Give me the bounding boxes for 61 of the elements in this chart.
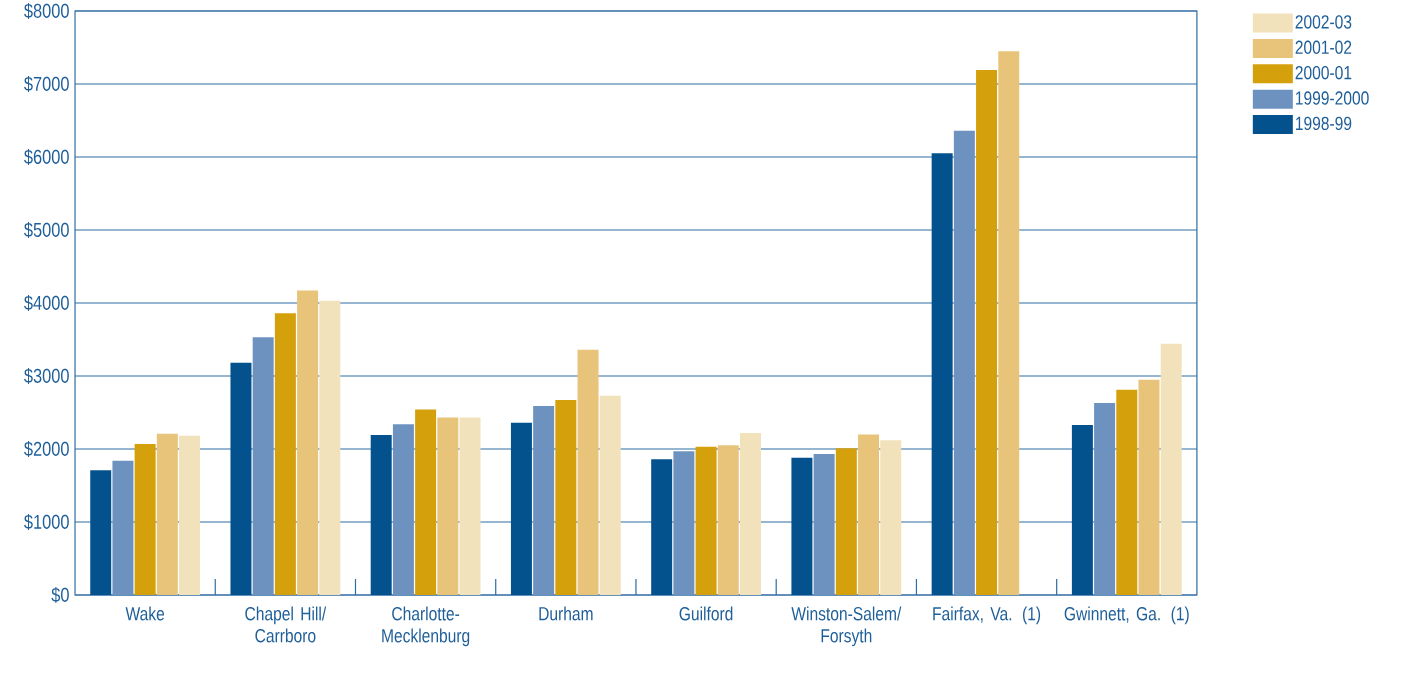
- bar: [880, 440, 902, 595]
- bar: [274, 313, 296, 595]
- x-tick-label: Charlotte-Mecklenburg: [382, 606, 470, 647]
- y-tick-label: $3000: [24, 367, 69, 385]
- bar: [931, 153, 953, 595]
- bar: [415, 409, 437, 595]
- y-tick-label: $7000: [24, 75, 69, 93]
- legend-label: 2001-02: [1295, 40, 1352, 54]
- y-tick-label: $4000: [24, 294, 69, 312]
- x-tick-label: Chapel Hill/ Carrboro: [245, 606, 327, 643]
- bar: [739, 432, 761, 595]
- bar: [953, 130, 975, 595]
- x-tick-label: Fairfax, Va. (1): [933, 606, 1041, 625]
- bar: [1116, 389, 1138, 595]
- bar: [510, 422, 532, 595]
- bar: [1094, 403, 1116, 595]
- x-tick-label: Wake: [125, 606, 165, 621]
- bar: [651, 459, 673, 595]
- bar: [1071, 424, 1093, 595]
- bar: [230, 362, 252, 595]
- bar: [90, 470, 112, 595]
- bar: [370, 435, 392, 595]
- bar: [835, 448, 857, 595]
- x-tick-label: Gwinnett, Ga. (1): [1064, 606, 1189, 625]
- bar: [134, 443, 156, 595]
- y-tick-label: $0: [51, 586, 69, 604]
- bar: [577, 349, 599, 595]
- y-tick-label: $2000: [24, 440, 69, 458]
- bar: [858, 434, 880, 595]
- bar: [717, 445, 739, 595]
- y-tick-label: $6000: [24, 148, 69, 166]
- bar: [437, 417, 459, 595]
- y-tick-label: $8000: [24, 2, 69, 20]
- bar: [319, 300, 341, 595]
- bar: [459, 417, 481, 595]
- x-tick-label: Durham: [539, 606, 593, 621]
- bar: [179, 435, 201, 595]
- bar: [252, 337, 274, 595]
- bar: [976, 70, 998, 595]
- legend-label: 1999-2000: [1296, 91, 1369, 105]
- bar: [791, 457, 813, 595]
- bar: [599, 395, 621, 595]
- legend-label: 1998-99: [1296, 116, 1352, 131]
- bar: [695, 446, 717, 595]
- x-tick-label: Guilford: [679, 606, 733, 621]
- bar: [533, 405, 555, 595]
- bar: [813, 454, 835, 595]
- y-tick-label: $5000: [24, 221, 69, 239]
- bar: [1138, 379, 1160, 595]
- bar: [112, 460, 134, 595]
- x-tick-label: Winston-Salem/ Forsyth: [791, 606, 902, 647]
- y-tick-label: $1000: [24, 513, 69, 531]
- bar: [1160, 343, 1182, 595]
- legend-label: 2002-03: [1295, 15, 1352, 29]
- bar: [673, 451, 695, 595]
- bar: [555, 400, 577, 595]
- bar: [392, 424, 414, 595]
- bar: [297, 290, 319, 595]
- bar: [156, 433, 178, 595]
- bar: [998, 51, 1020, 595]
- legend-label: 2000-01: [1295, 65, 1352, 80]
